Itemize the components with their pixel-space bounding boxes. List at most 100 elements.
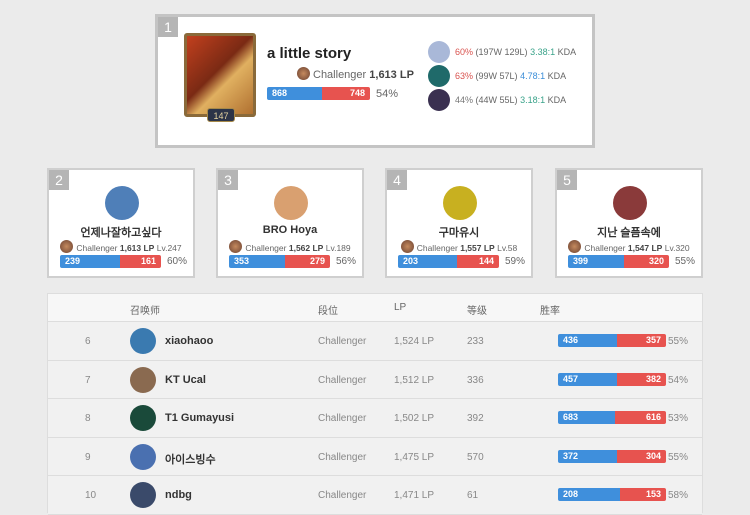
challenger-emblem-icon <box>297 67 310 80</box>
winrate: 55% <box>668 451 689 463</box>
win-loss-bar: 457 382 <box>558 372 666 386</box>
lp: 1,502 LP <box>394 413 435 424</box>
wins: 372 <box>558 449 618 463</box>
summoner-name[interactable]: 지난 슬픔속에 <box>597 227 661 239</box>
summoner-name[interactable]: xiaohaoo <box>165 335 214 347</box>
most-played-champion[interactable]: 44% (44W 55L) 3.18:1 KDA <box>428 89 566 111</box>
winrate: 56% <box>336 256 357 267</box>
level: 61 <box>467 490 479 501</box>
lp: 1,613 LP <box>369 69 414 81</box>
top-ranked-player-card[interactable]: 1 147 a little story Challenger 1,613 LP… <box>155 14 595 148</box>
ranked-player-card[interactable]: 4 구마유시 Challenger 1,557 LP Lv.58 203 144 59% <box>385 168 533 278</box>
level: 570 <box>467 451 484 463</box>
losses: 382 <box>616 372 666 386</box>
rank-badge: 4 <box>387 170 407 190</box>
summoner-name[interactable]: a little story <box>267 45 352 62</box>
win-loss-bar: 239 161 <box>60 255 161 268</box>
win-loss-bar: 372 304 <box>558 449 666 463</box>
most-played-champion[interactable]: 63% (99W 57L) 4.78:1 KDA <box>428 65 566 87</box>
header-tier: 段位 <box>318 306 338 317</box>
wins: 868 <box>267 87 323 100</box>
table-row[interactable]: 7 KT Ucal Challenger 1,512 LP 336 457 382 54% <box>48 360 702 399</box>
win-loss-bar: 203 144 <box>398 255 499 268</box>
losses: 357 <box>617 334 666 347</box>
winrate: 59% <box>505 256 526 267</box>
profile-icon <box>130 328 156 354</box>
tier: Challenger <box>76 243 118 253</box>
header-level: 等级 <box>467 306 487 317</box>
level: Lv.58 <box>497 243 518 253</box>
profile-icon: 147 <box>184 33 256 122</box>
champion-winrate: 60% <box>455 47 474 57</box>
profile-icon <box>130 482 156 508</box>
losses: 279 <box>285 255 330 268</box>
tier: Challenger <box>318 413 367 424</box>
profile-icon <box>274 186 308 220</box>
losses: 320 <box>624 255 669 268</box>
profile-icon <box>105 186 139 220</box>
tier-info: Challenger 1,557 LP Lv.58 <box>387 240 531 253</box>
winrate: 54% <box>376 88 399 100</box>
wins: 399 <box>568 255 625 268</box>
kda-label: KDA <box>547 71 567 81</box>
profile-icon <box>130 443 156 470</box>
rank-badge: 3 <box>218 170 238 190</box>
losses: 616 <box>614 411 666 424</box>
tier: Challenger <box>318 490 367 501</box>
win-loss-bar: 436 357 <box>558 334 666 347</box>
tier: Challenger <box>416 243 458 253</box>
winrate: 58% <box>668 490 689 501</box>
tier-info: Challenger 1,562 LP Lv.189 <box>218 240 362 253</box>
rank: 8 <box>85 413 91 424</box>
ranked-player-card[interactable]: 5 지난 슬픔속에 Challenger 1,547 LP Lv.320 399 320… <box>555 168 703 278</box>
winrate: 53% <box>668 413 689 424</box>
win-loss-bar: 868 748 <box>267 87 370 100</box>
summoner-name[interactable]: 언제나잘하고싶다 <box>80 227 162 239</box>
table-row[interactable]: 10 ndbg Challenger 1,471 LP 61 208 153 58% <box>48 476 702 515</box>
challenger-emblem-icon <box>568 240 582 253</box>
lp: 1,562 LP <box>288 243 324 253</box>
table-row[interactable]: 6 xiaohaoo Challenger 1,524 LP 233 436 357 55% <box>48 322 702 361</box>
tier: Challenger <box>313 69 367 81</box>
ranked-player-card[interactable]: 3 BRO Hoya Challenger 1,562 LP Lv.189 353 27… <box>216 168 364 278</box>
challenger-emblem-icon <box>229 240 243 253</box>
challenger-emblem-icon <box>400 240 414 253</box>
summoner-name[interactable]: T1 Gumayusi <box>165 412 235 424</box>
tier: Challenger <box>584 243 626 253</box>
losses: 161 <box>120 255 161 268</box>
rank: 10 <box>85 490 97 501</box>
kda-label: KDA <box>557 47 577 57</box>
wins: 457 <box>558 372 617 386</box>
profile-icon <box>130 366 156 393</box>
rank: 7 <box>85 374 91 386</box>
wins: 353 <box>229 255 286 268</box>
lp: 1,475 LP <box>394 451 435 463</box>
table-header: 召唤师 段位 LP 等级 胜率 <box>48 294 702 322</box>
champion-record: (44W 55L) <box>475 95 518 105</box>
level-badge: 147 <box>207 108 235 122</box>
rank: 9 <box>85 451 91 463</box>
kda-label: KDA <box>547 95 567 105</box>
summoner-name[interactable]: 아이스빙수 <box>165 453 216 466</box>
most-played-champion[interactable]: 60% (197W 129L) 3.38:1 KDA <box>428 41 576 63</box>
summoner-name[interactable]: 구마유시 <box>438 227 480 239</box>
summoner-name[interactable]: ndbg <box>165 489 192 501</box>
rank-badge: 5 <box>557 170 577 190</box>
ranked-player-card[interactable]: 2 언제나잘하고싶다 Challenger 1,613 LP Lv.247 239 16… <box>47 168 195 278</box>
header-winrate: 胜率 <box>540 306 560 317</box>
challenger-emblem-icon <box>60 240 74 253</box>
wins: 208 <box>558 488 621 501</box>
win-loss-bar: 353 279 <box>229 255 330 268</box>
win-loss-bar: 683 616 <box>558 411 666 424</box>
table-row[interactable]: 9 아이스빙수 Challenger 1,475 LP 570 372 304 55% <box>48 437 702 476</box>
champion-winrate: 44% <box>455 95 474 105</box>
champion-kda: 3.38:1 <box>530 47 556 57</box>
header-summoner: 召唤师 <box>130 306 160 317</box>
summoner-name[interactable]: BRO Hoya <box>262 224 318 236</box>
rank-badge: 2 <box>49 170 69 190</box>
losses: 304 <box>617 449 666 463</box>
summoner-name[interactable]: KT Ucal <box>165 373 206 386</box>
table-row[interactable]: 8 T1 Gumayusi Challenger 1,502 LP 392 683 616 5… <box>48 399 702 438</box>
wins: 203 <box>398 255 458 268</box>
tier: Challenger <box>318 374 367 386</box>
